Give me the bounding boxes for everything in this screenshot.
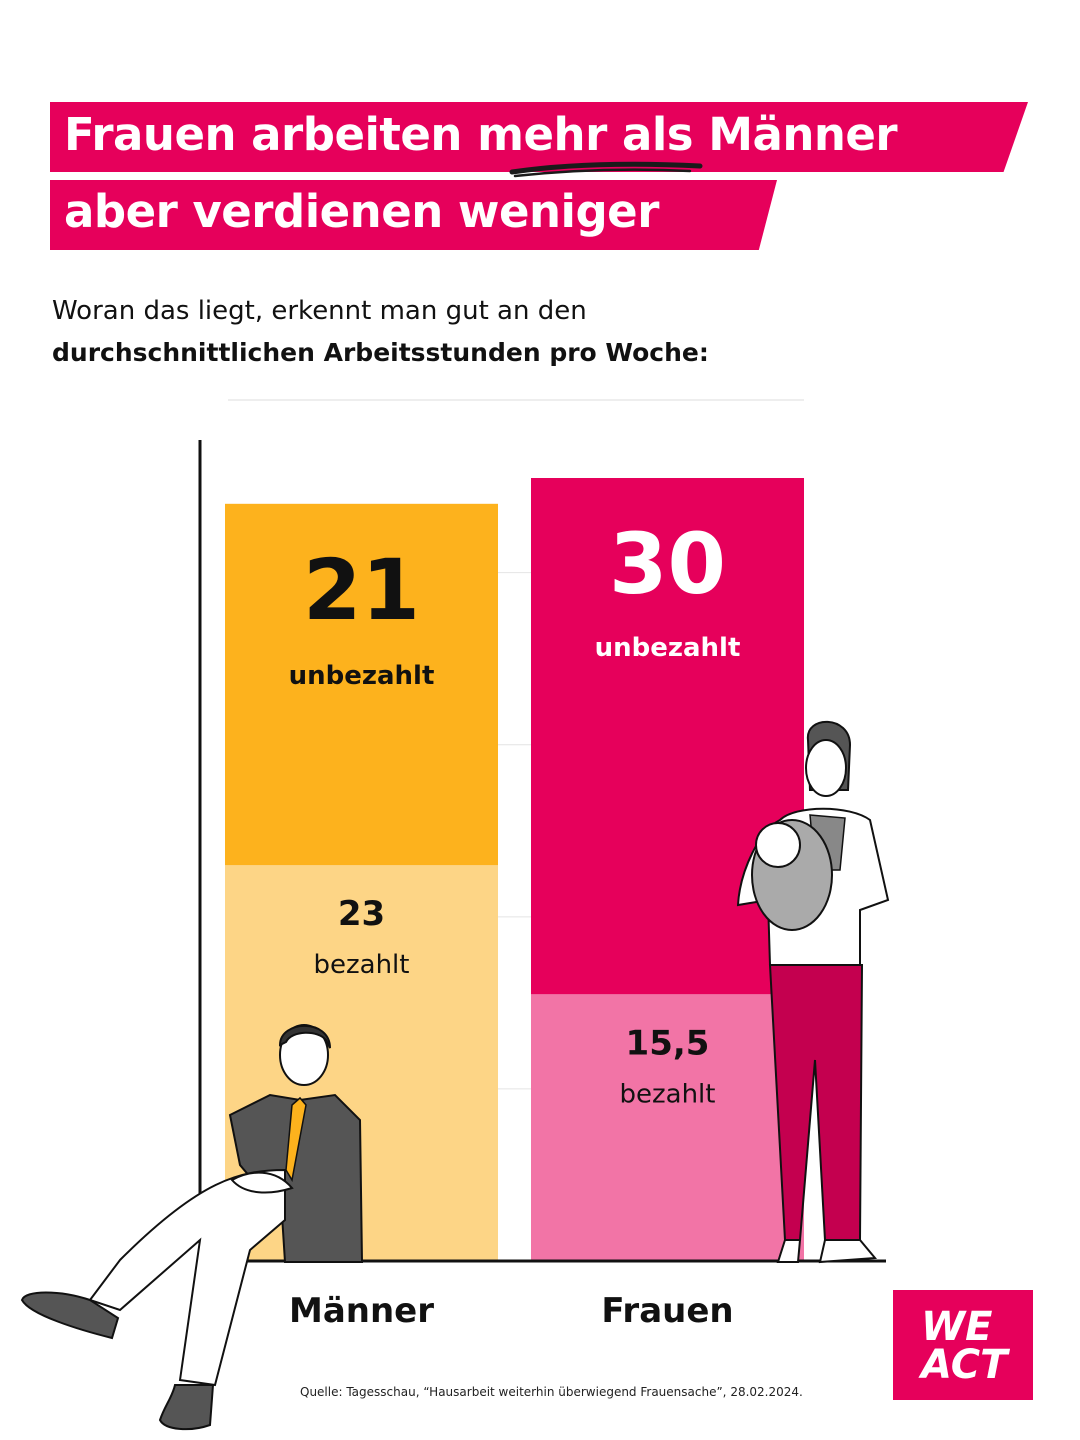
series-label-bezahlt-1: bezahlt [620, 1079, 716, 1109]
source-note: Quelle: Tagesschau, “Hausarbeit weiterhi… [300, 1385, 803, 1399]
logo-line-1: WE [921, 1304, 993, 1350]
series-label-unbezahlt-0: unbezahlt [289, 661, 435, 691]
bar-bezahlt-1 [531, 994, 804, 1261]
value-label-bezahlt-1: 15,5 [626, 1023, 710, 1063]
headline-emphasis: mehr [477, 108, 607, 161]
headline-band-1 [50, 102, 1028, 172]
series-label-unbezahlt-1: unbezahlt [595, 633, 741, 663]
headline-line1-a: Frauen arbeiten [64, 108, 478, 161]
bar-unbezahlt-1 [531, 478, 804, 995]
subtitle-line-1: Woran das liegt, erkennt man gut an den [52, 296, 587, 326]
headline-line-1: Frauen arbeiten mehr als Männer [64, 108, 898, 161]
headline-line1-b: als Männer [606, 108, 898, 161]
value-label-unbezahlt-0: 21 [303, 541, 420, 639]
headline-line-2: aber verdienen weniger [64, 185, 659, 238]
bars [225, 478, 804, 1261]
category-label-1: Frauen [601, 1291, 733, 1331]
headline-band-2 [50, 180, 777, 250]
subtitle-line-2: durchschnittlichen Arbeitsstunden pro Wo… [52, 338, 709, 367]
subtitle: Woran das liegt, erkennt man gut an den … [52, 290, 952, 374]
series-label-bezahlt-0: bezahlt [314, 950, 410, 980]
gridlines [498, 572, 531, 1090]
emphasis-underline [509, 161, 703, 178]
value-label-unbezahlt-1: 30 [609, 515, 726, 613]
woman-illustration [736, 720, 890, 1264]
man-illustration [20, 1024, 364, 1431]
bar-unbezahlt-0 [225, 503, 498, 866]
weact-logo: WE ACT [893, 1290, 1033, 1400]
category-label-0: Männer [289, 1291, 434, 1331]
chart-labels: 23 bezahlt 21 unbezahlt Männer 15,5 bezahlt 30 u… [289, 515, 741, 1331]
logo-line-2: ACT [921, 1342, 1008, 1388]
value-label-bezahlt-0: 23 [338, 894, 385, 934]
